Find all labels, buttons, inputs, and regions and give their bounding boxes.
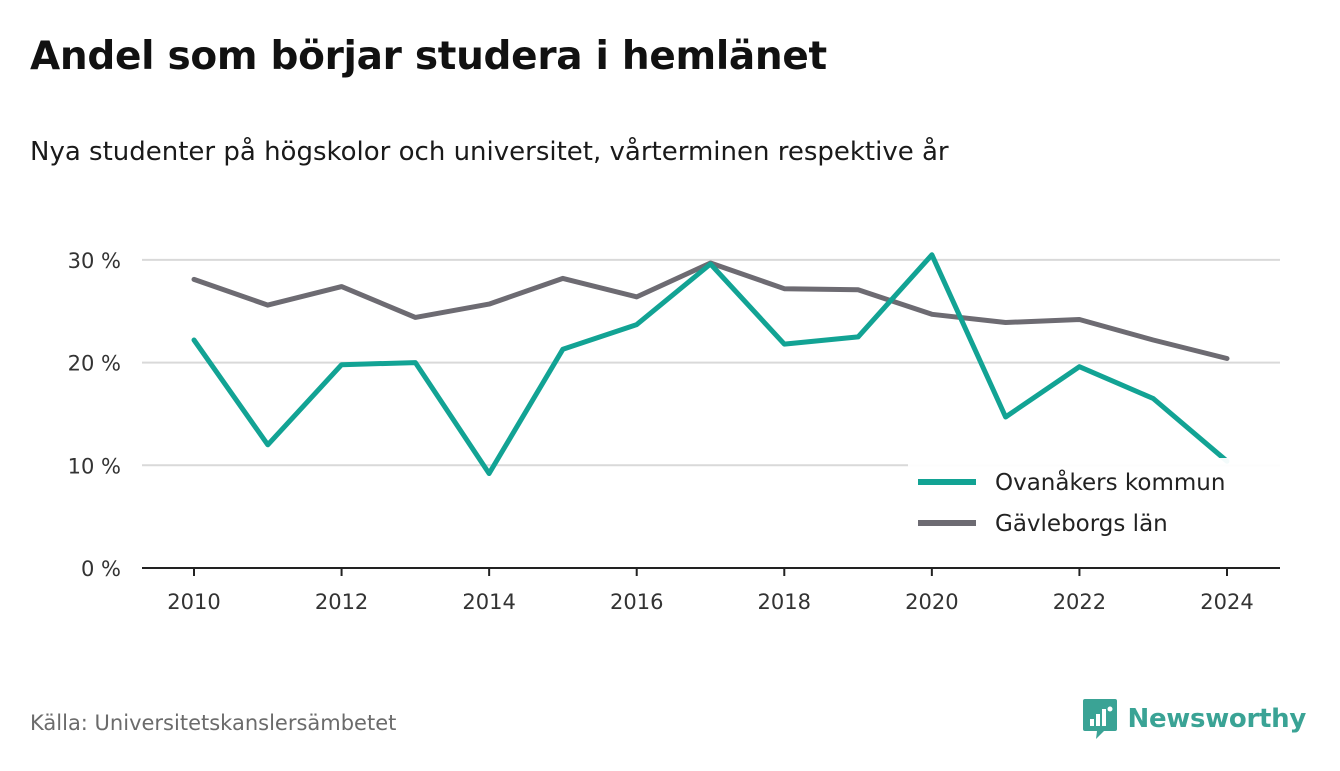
legend: Ovanåkers kommun Gävleborgs län: [908, 458, 1290, 550]
chart-title: Andel som börjar studera i hemlänet: [30, 34, 827, 79]
legend-label: Gävleborgs län: [995, 511, 1168, 537]
series-lines: [191, 252, 1230, 476]
grid-lines: [142, 258, 1280, 467]
legend-background: [908, 458, 1290, 550]
x-tick-label: 2020: [905, 590, 958, 614]
x-tick-label: 2024: [1200, 590, 1253, 614]
line-chart: 0 % 10 % 20 % 30 % 2010 2012 2014 2016 2018 2020 2…: [67, 248, 1290, 614]
series-line-gavleborg: [191, 260, 1230, 361]
x-tick-label: 2010: [167, 590, 220, 614]
y-tick-label: 20 %: [68, 352, 121, 376]
y-tick-label: 0 %: [81, 557, 121, 581]
legend-label: Ovanåkers kommun: [995, 468, 1225, 496]
x-tick-label: 2022: [1053, 590, 1106, 614]
y-tick-label: 10 %: [68, 454, 121, 478]
chart-subtitle: Nya studenter på högskolor och universit…: [30, 137, 949, 167]
axes: 0 % 10 % 20 % 30 % 2010 2012 2014 2016 2018 2020 2…: [68, 249, 1280, 614]
brand-logo: Newsworthy: [1082, 697, 1306, 741]
x-tick-label: 2018: [758, 590, 811, 614]
series-line-ovanaker: [191, 252, 1230, 476]
y-tick-label: 30 %: [68, 249, 121, 273]
x-tick-label: 2012: [315, 590, 368, 614]
brand-name: Newsworthy: [1127, 704, 1307, 734]
x-tick-label: 2014: [462, 590, 515, 614]
x-tick-label: 2016: [610, 590, 663, 614]
newsworthy-logo-icon: [1082, 699, 1117, 739]
source-note: Källa: Universitetskanslersämbetet: [30, 711, 397, 735]
